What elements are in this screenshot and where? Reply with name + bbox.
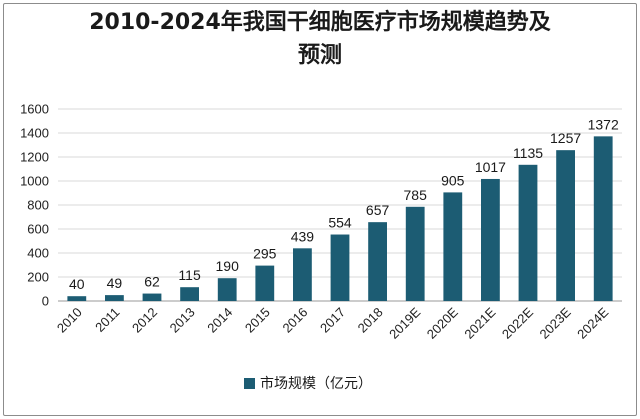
data-label: 554 (328, 215, 352, 231)
data-label: 115 (178, 267, 201, 283)
bar (556, 150, 575, 301)
data-label: 295 (253, 246, 277, 262)
y-tick-label: 1400 (20, 126, 49, 141)
legend: 市场规模（亿元） (244, 374, 372, 392)
x-tick-label: 2013 (167, 305, 198, 336)
y-axis-ticks: 0 200 400 600 800 1000 1200 1400 1600 (20, 102, 49, 309)
bar (180, 287, 199, 301)
data-label: 439 (291, 228, 315, 244)
x-tick-label: 2012 (129, 305, 160, 336)
bar (368, 222, 387, 301)
data-label: 905 (441, 172, 465, 188)
bar (255, 265, 275, 301)
x-tick-label: 2019E (386, 304, 423, 341)
chart-title-line-1: 2010-2024年我国干细胞医疗市场规模趋势及 (89, 10, 551, 35)
bars (67, 136, 613, 301)
y-tick-label: 200 (27, 270, 49, 285)
x-tick-label: 2018 (355, 305, 386, 336)
x-tick-label: 2020E (424, 304, 461, 341)
data-label: 190 (216, 258, 240, 274)
x-tick-label: 2010 (54, 305, 85, 336)
bar (330, 234, 350, 301)
x-tick-label: 2017 (317, 305, 348, 336)
data-label: 62 (144, 274, 160, 290)
bar (443, 192, 463, 301)
data-label: 657 (366, 202, 390, 218)
x-tick-label: 2015 (242, 305, 273, 336)
x-tick-label: 2011 (92, 305, 122, 335)
data-label: 49 (107, 275, 123, 291)
x-tick-label: 2014 (204, 305, 235, 336)
bar (142, 293, 162, 301)
y-tick-label: 1000 (20, 174, 49, 189)
bar (67, 296, 87, 301)
data-label: 1135 (513, 145, 543, 161)
legend-swatch (244, 377, 255, 389)
bar (217, 278, 237, 301)
data-label: 1017 (475, 159, 506, 175)
bar (518, 164, 538, 301)
bar (293, 248, 312, 301)
chart-title: 2010-2024年我国干细胞医疗市场规模趋势及 预测 (0, 6, 640, 72)
bar (481, 178, 500, 301)
chart-title-line-2: 预测 (297, 43, 342, 68)
y-tick-label: 0 (42, 294, 49, 309)
y-tick-label: 400 (27, 246, 49, 261)
legend-label: 市场规模（亿元） (260, 376, 372, 392)
y-tick-label: 600 (27, 222, 49, 237)
y-tick-label: 1600 (20, 102, 49, 117)
x-tick-label: 2022E (499, 304, 536, 341)
x-tick-label: 2024E (574, 304, 611, 341)
data-label: 1257 (550, 130, 581, 146)
y-tick-label: 1200 (20, 150, 49, 165)
x-tick-label: 2016 (279, 305, 310, 336)
data-label: 40 (69, 276, 85, 292)
y-tick-label: 800 (27, 198, 49, 213)
x-tick-label: 2023E (537, 304, 574, 341)
x-axis-ticks: 2010 2011 2012 2013 2014 2015 2016 2017 2018 2019… (54, 304, 612, 341)
bar (405, 206, 425, 301)
x-tick-label: 2021E (461, 304, 498, 341)
bar (105, 295, 124, 301)
data-label: 785 (404, 187, 428, 203)
data-labels: 40 49 62 115 190 295 439 554 657 785 905 1017 1135 12… (69, 116, 619, 292)
data-label: 1372 (588, 116, 619, 132)
bar (593, 136, 613, 301)
